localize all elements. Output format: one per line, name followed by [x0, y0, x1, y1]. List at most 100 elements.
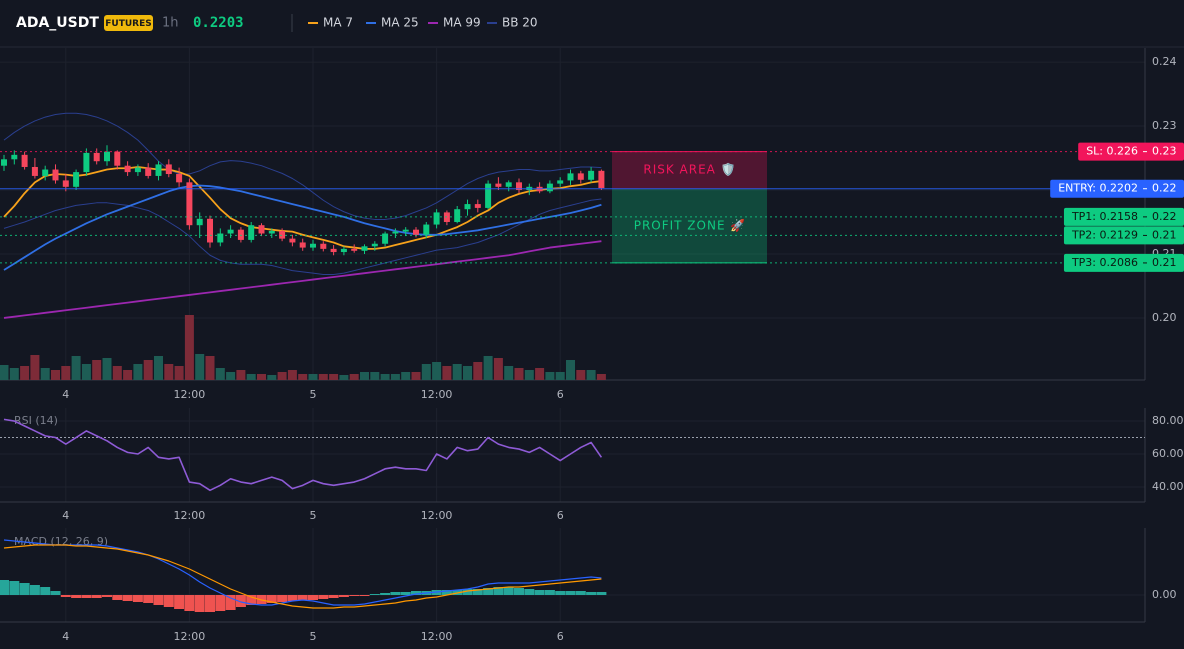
histogram-bar	[524, 589, 535, 595]
volume-bar	[9, 368, 19, 380]
histogram-bar	[514, 588, 524, 595]
candle-body	[474, 204, 481, 208]
volume-bar	[514, 368, 524, 380]
level-tag: 0.22	[1152, 182, 1177, 195]
histogram-bar	[328, 595, 339, 598]
histogram-bar	[112, 595, 123, 600]
histogram-bar	[349, 595, 360, 596]
histogram-bar	[565, 591, 576, 595]
level-tag: 0.22	[1152, 210, 1177, 223]
volume-bar	[401, 372, 411, 380]
x-tick-label: 6	[557, 509, 564, 522]
legend-label: MA 7	[323, 16, 353, 30]
level-label: SL: 0.226	[1086, 145, 1138, 158]
volume-bar	[504, 366, 514, 380]
candle-body	[485, 183, 492, 208]
candle-body	[104, 151, 110, 162]
candle-body	[62, 180, 69, 187]
volume-bar	[308, 374, 318, 380]
histogram-bar	[318, 595, 329, 599]
candle-body	[371, 243, 378, 247]
level-tag: 0.23	[1152, 145, 1177, 158]
level-tag: 0.21	[1152, 228, 1177, 241]
histogram-bar	[287, 595, 298, 601]
y-tick-label: 60.00	[1152, 447, 1184, 460]
candle-body	[392, 231, 399, 234]
volume-bar	[257, 374, 266, 380]
signal-line	[3, 544, 602, 609]
volume-bar	[0, 365, 9, 380]
x-tick-label: 12:00	[421, 388, 453, 401]
histogram-bar	[338, 595, 349, 597]
volume-bar	[143, 360, 153, 380]
candle-body	[11, 154, 18, 160]
candle-body	[598, 170, 605, 189]
y-tick-label: 0.23	[1152, 119, 1177, 132]
candle-body	[299, 242, 306, 248]
bb-upper	[3, 112, 602, 220]
level-badge	[1063, 226, 1184, 245]
volume-bar	[318, 374, 328, 380]
histogram-bar	[60, 595, 71, 597]
x-tick-label: 12:00	[174, 509, 206, 522]
candle-body	[186, 182, 193, 226]
candle-body	[114, 151, 121, 166]
candle-body	[361, 246, 368, 251]
candle-body	[124, 165, 131, 173]
histogram-bar	[503, 587, 514, 595]
histogram-bar	[9, 581, 20, 595]
volume-bar	[226, 372, 236, 380]
candle-body	[588, 170, 595, 180]
volume-bar	[411, 372, 421, 380]
candle-body	[310, 243, 316, 248]
volume-bar	[329, 374, 339, 380]
volume-bar	[205, 356, 215, 380]
histogram-bar	[50, 591, 61, 595]
histogram-bar	[586, 592, 597, 595]
level-label: ENTRY: 0.2202	[1058, 182, 1138, 195]
histogram-bar	[225, 595, 236, 610]
histogram-bar	[184, 595, 195, 611]
candle-body	[413, 229, 419, 235]
volume-bar	[112, 366, 122, 380]
histogram-bar	[132, 595, 143, 602]
volume-bar	[390, 374, 400, 380]
volume-bar	[380, 374, 390, 380]
volume-bar	[174, 366, 184, 380]
level-label: TP3: 0.2086	[1071, 256, 1138, 269]
candle-body	[165, 164, 172, 175]
volume-bar	[535, 368, 545, 380]
histogram-bar	[91, 595, 102, 598]
volume-bar	[246, 374, 256, 380]
histogram-bar	[143, 595, 154, 603]
volume-bar	[267, 375, 277, 380]
volume-bar	[339, 375, 349, 380]
volume-bar	[30, 355, 40, 380]
volume-bar	[360, 372, 369, 380]
volume-bar	[566, 360, 575, 380]
histogram-bar	[380, 593, 391, 595]
candle-body	[320, 243, 327, 249]
y-tick-label: 0.20	[1152, 311, 1177, 324]
x-tick-label: 5	[310, 388, 317, 401]
histogram-bar	[369, 594, 380, 595]
candle-body	[402, 229, 409, 232]
volume-bar	[545, 372, 555, 380]
x-tick-label: 4	[62, 509, 69, 522]
candle-body	[145, 167, 152, 176]
level-badge	[1063, 207, 1184, 226]
symbol: ADA_USDT	[16, 15, 99, 31]
histogram-bar	[277, 595, 288, 602]
histogram-bar	[555, 591, 566, 595]
zone	[612, 188, 767, 263]
candle-body	[289, 238, 296, 243]
volume-bar	[61, 366, 71, 380]
x-tick-label: 6	[557, 630, 564, 643]
candle-body	[155, 164, 162, 176]
x-tick-label: 12:00	[174, 388, 206, 401]
volume-bar	[184, 315, 194, 380]
x-tick-label: 12:00	[421, 509, 453, 522]
histogram-bar	[472, 589, 483, 595]
histogram-bar	[400, 592, 411, 595]
candle-body	[42, 169, 49, 176]
